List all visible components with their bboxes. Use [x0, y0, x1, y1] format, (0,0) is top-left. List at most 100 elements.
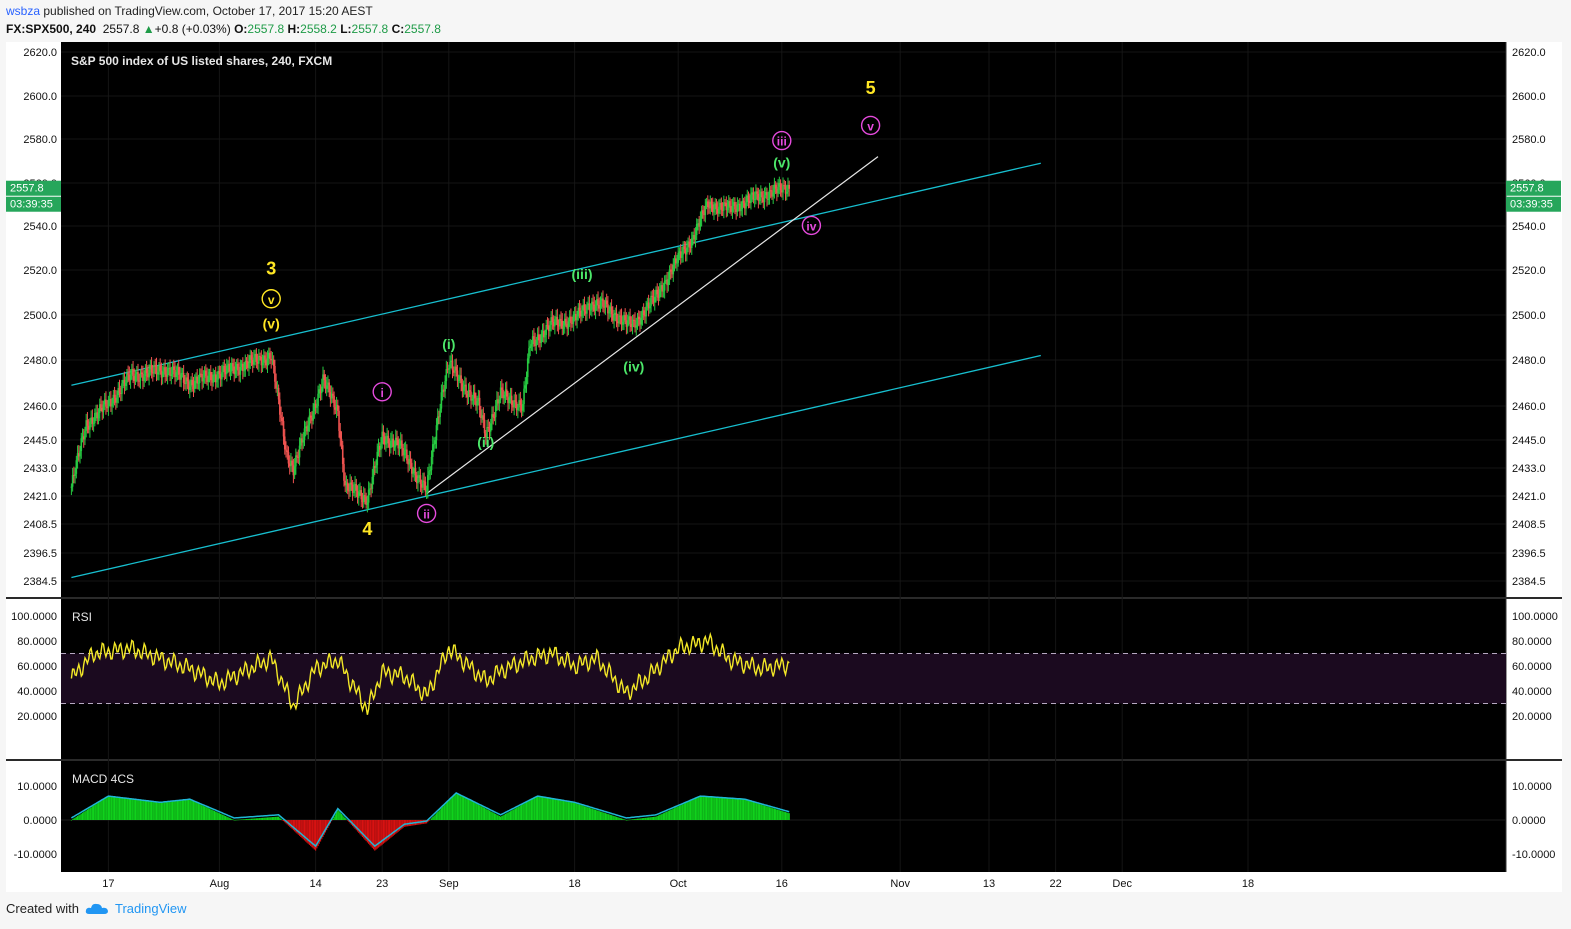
macd-histogram-bar	[660, 814, 662, 820]
candle-body	[245, 360, 248, 362]
author-link[interactable]: wsbza	[6, 4, 41, 18]
footer: Created with TradingView	[6, 901, 187, 916]
candle-body	[477, 397, 480, 402]
macd-histogram-bar	[618, 817, 620, 820]
candle-body	[290, 460, 292, 467]
macd-histogram-bar	[397, 820, 399, 832]
candle-body	[708, 207, 710, 209]
candle-body	[325, 385, 328, 389]
candle-body	[189, 386, 191, 391]
macd-histogram-bar	[594, 809, 597, 820]
macd-histogram-bar	[572, 802, 574, 820]
candle-body	[699, 218, 702, 227]
chart-container[interactable]: 3 v (v) 4 5 i ii iii iv v (i) (ii) (iii) (iv) (v) 2620…	[6, 42, 1562, 897]
candle-body	[665, 279, 667, 281]
last-price-label: 2557.8	[10, 183, 44, 195]
macd-histogram-bar	[448, 800, 450, 820]
tradingview-link[interactable]: TradingView	[114, 901, 187, 916]
candle-body	[81, 436, 84, 439]
candle-body	[781, 190, 783, 193]
macd-histogram-bar	[440, 808, 442, 820]
macd-histogram-bar	[546, 798, 549, 820]
candle-body	[737, 203, 740, 205]
candle-body	[237, 363, 239, 371]
macd-histogram-bar	[701, 796, 703, 820]
macd-histogram-bar	[220, 813, 222, 820]
rsi-tick-right: 100.0000	[1512, 611, 1558, 623]
candle-body	[592, 301, 594, 305]
candle-body	[121, 383, 123, 394]
macd-histogram-bar	[692, 799, 694, 820]
candle-body	[174, 369, 176, 378]
macd-histogram-bar	[347, 820, 349, 821]
macd-histogram-bar	[80, 813, 82, 820]
macd-histogram-bar	[221, 814, 223, 820]
macd-histogram-bar	[771, 807, 773, 820]
candle-body	[439, 408, 441, 418]
macd-histogram-bar	[218, 813, 220, 820]
candle-body	[218, 370, 221, 375]
macd-tick-right: 0.0000	[1512, 815, 1546, 827]
candle-body	[731, 206, 734, 212]
candle-body	[155, 366, 158, 375]
macd-tick-left: 10.0000	[17, 781, 57, 793]
price-tick-left: 2421.0	[23, 491, 57, 503]
candle-body	[398, 445, 401, 449]
candle-body	[778, 182, 781, 187]
macd-histogram-bar	[734, 798, 736, 820]
wave-label: 4	[362, 519, 372, 539]
candle-body	[251, 359, 254, 365]
candle-body	[126, 373, 128, 383]
macd-histogram-bar	[250, 818, 253, 820]
macd-histogram-bar	[606, 813, 608, 820]
macd-histogram-bar	[385, 820, 387, 842]
macd-histogram-bar	[148, 801, 150, 820]
macd-histogram-bar	[475, 803, 477, 820]
macd-histogram-bar	[128, 798, 130, 820]
price-tick-left: 2460.0	[23, 401, 57, 413]
macd-histogram-bar	[158, 802, 160, 820]
macd-histogram-bar	[624, 819, 626, 821]
macd-histogram-bar	[162, 802, 164, 820]
macd-histogram-bar	[147, 801, 149, 820]
candle-body	[679, 251, 682, 258]
macd-histogram-bar	[580, 805, 582, 820]
candle-body	[761, 191, 763, 198]
macd-histogram-bar	[502, 815, 504, 820]
macd-histogram-bar	[260, 817, 262, 820]
candle-body	[575, 314, 577, 321]
macd-histogram-bar	[476, 804, 478, 820]
macd-histogram-bar	[310, 820, 312, 847]
macd-histogram-bar	[566, 801, 568, 820]
candle-body	[224, 371, 227, 375]
macd-histogram-bar	[442, 806, 444, 820]
candle-body	[309, 415, 312, 418]
candle-body	[90, 417, 92, 422]
candle-body	[464, 384, 466, 387]
price-tick-left: 2500.0	[23, 310, 57, 322]
macd-histogram-bar	[617, 817, 619, 820]
rsi-tick-left: 80.0000	[17, 636, 57, 648]
macd-histogram-bar	[217, 812, 219, 820]
candle-body	[494, 405, 497, 418]
macd-histogram-bar	[261, 817, 264, 820]
macd-histogram-bar	[659, 814, 661, 820]
macd-histogram-bar	[359, 820, 361, 835]
macd-histogram-bar	[169, 801, 171, 820]
countdown-tag	[6, 196, 61, 212]
macd-histogram-bar	[704, 796, 706, 820]
macd-histogram-bar	[398, 820, 401, 831]
candle-body	[629, 316, 631, 324]
macd-histogram-bar	[381, 820, 383, 845]
macd-histogram-bar	[215, 811, 217, 820]
candle-body	[253, 357, 255, 365]
candle-body	[317, 393, 319, 407]
macd-histogram-bar	[131, 799, 133, 820]
macd-histogram-bar	[439, 809, 441, 820]
macd-histogram-bar	[570, 802, 572, 820]
candle-body	[496, 399, 498, 406]
candle-body	[751, 192, 753, 195]
macd-histogram-bar	[374, 820, 376, 851]
macd-histogram-bar	[724, 798, 726, 820]
